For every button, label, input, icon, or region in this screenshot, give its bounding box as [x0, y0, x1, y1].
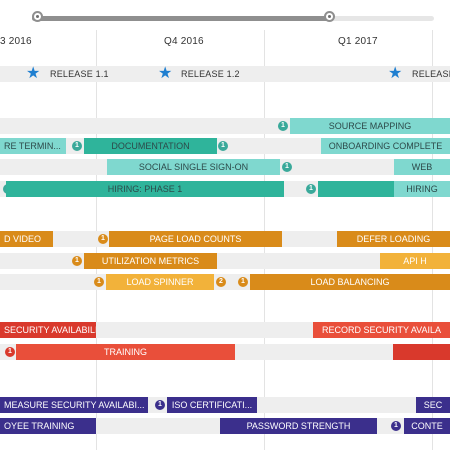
roadmap-item-bar[interactable]: ONBOARDING COMPLETE [321, 138, 450, 154]
release-label[interactable]: RELEASE [412, 69, 450, 79]
slider-start-handle[interactable] [32, 11, 43, 22]
slider-range-fill [32, 16, 330, 21]
dependency-badge[interactable]: 1 [72, 256, 82, 266]
roadmap-item-bar[interactable]: TRAINING [16, 344, 235, 360]
roadmap-item-bar[interactable]: API H [380, 253, 450, 269]
quarter-label-q4-2016: Q4 2016 [164, 36, 204, 47]
roadmap-item-bar[interactable] [318, 181, 396, 197]
roadmap-item-bar[interactable]: SOCIAL SINGLE SIGN-ON [107, 159, 280, 175]
roadmap-item-bar[interactable]: HIRING: PHASE 1 [6, 181, 284, 197]
roadmap-item-bar[interactable]: RECORD SECURITY AVAILA [313, 322, 450, 338]
release-label[interactable]: RELEASE 1.1 [50, 69, 109, 79]
roadmap-item-bar[interactable]: SEC [416, 397, 450, 413]
roadmap-item-bar[interactable]: HIRING [394, 181, 450, 197]
dependency-badge[interactable]: 1 [282, 162, 292, 172]
release-star-icon[interactable]: ★ [388, 65, 403, 82]
release-star-icon[interactable]: ★ [158, 65, 173, 82]
dependency-badge[interactable]: 1 [72, 141, 82, 151]
release-star-icon[interactable]: ★ [26, 65, 41, 82]
dependency-badge[interactable]: 1 [5, 347, 15, 357]
dependency-badge[interactable]: 1 [94, 277, 104, 287]
roadmap-item-bar[interactable]: SOURCE MAPPING [290, 118, 450, 134]
dependency-badge[interactable]: 1 [155, 400, 165, 410]
dependency-badge[interactable]: 2 [216, 277, 226, 287]
release-label[interactable]: RELEASE 1.2 [181, 69, 240, 79]
quarter-label-q1-2017: Q1 2017 [338, 36, 378, 47]
dependency-badge[interactable]: 1 [98, 234, 108, 244]
roadmap-item-bar[interactable]: PASSWORD STRENGTH [220, 418, 377, 434]
roadmap-item-bar[interactable]: CONTE [404, 418, 450, 434]
roadmap-item-bar[interactable]: DEFER LOADING [337, 231, 450, 247]
dependency-badge[interactable]: 1 [238, 277, 248, 287]
roadmap-item-bar[interactable]: D VIDEO [0, 231, 53, 247]
roadmap-item-bar[interactable]: SECURITY AVAILABILITY [0, 322, 96, 338]
roadmap-item-bar[interactable]: PAGE LOAD COUNTS [109, 231, 282, 247]
dependency-badge[interactable]: 1 [218, 141, 228, 151]
roadmap-item-bar[interactable]: LOAD SPINNER [106, 274, 214, 290]
roadmap-item-bar[interactable]: MEASURE SECURITY AVAILABI... [0, 397, 148, 413]
roadmap-item-bar[interactable]: RE TERMIN... [0, 138, 66, 154]
roadmap-item-bar[interactable]: WEB [394, 159, 450, 175]
roadmap-item-bar[interactable]: OYEE TRAINING [0, 418, 96, 434]
roadmap-item-bar[interactable]: DOCUMENTATION [84, 138, 217, 154]
timeline-range-slider[interactable] [32, 11, 434, 22]
dependency-badge[interactable]: 1 [391, 421, 401, 431]
dependency-badge[interactable]: 1 [306, 184, 316, 194]
slider-end-handle[interactable] [324, 11, 335, 22]
roadmap-item-bar[interactable] [393, 344, 450, 360]
roadmap-item-bar[interactable]: UTILIZATION METRICS [84, 253, 217, 269]
dependency-badge[interactable]: 1 [278, 121, 288, 131]
roadmap-item-bar[interactable]: ISO CERTIFICATI... [167, 397, 257, 413]
quarter-label-q3-2016: 3 2016 [0, 36, 32, 47]
releases-lane [0, 66, 450, 82]
roadmap-item-bar[interactable]: LOAD BALANCING [250, 274, 450, 290]
